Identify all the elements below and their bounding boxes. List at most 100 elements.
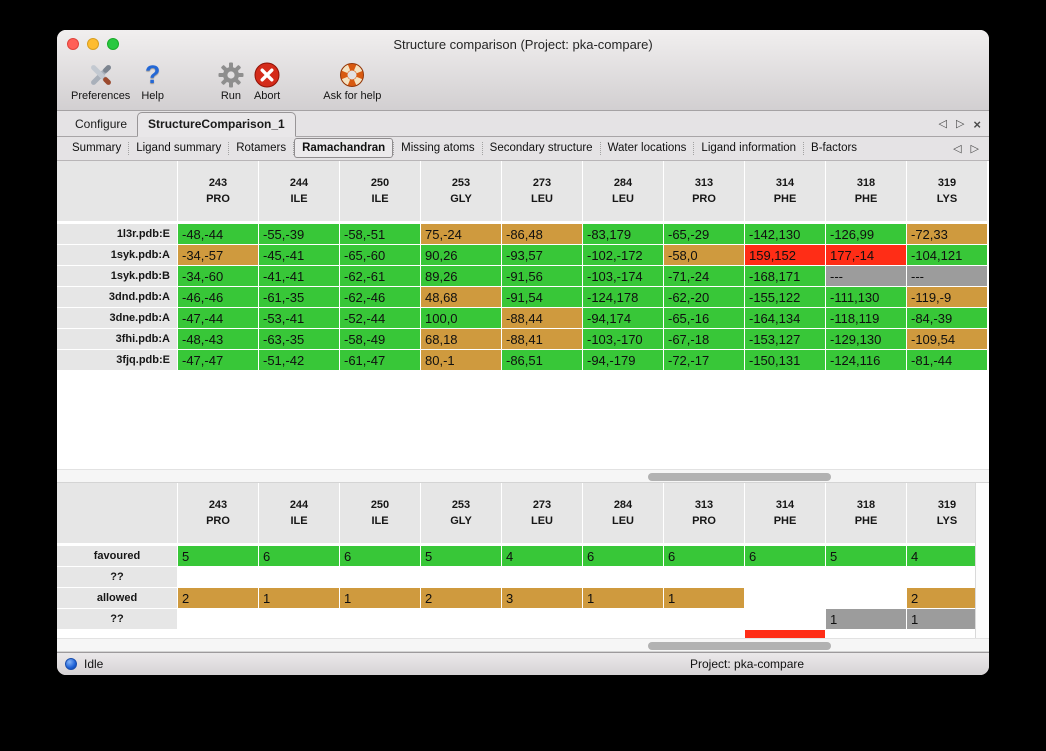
- table-cell[interactable]: -52,-44: [340, 308, 420, 329]
- table-cell[interactable]: [178, 567, 258, 588]
- table-cell[interactable]: [178, 630, 258, 639]
- table-cell[interactable]: -58,-49: [340, 329, 420, 350]
- table-cell[interactable]: [664, 630, 744, 639]
- table-cell[interactable]: [583, 630, 663, 639]
- table-cell[interactable]: -93,57: [502, 245, 582, 266]
- tab-close-icon[interactable]: ×: [973, 116, 981, 132]
- row-label[interactable]: 3fjq.pdb:E: [57, 350, 177, 371]
- table-cell[interactable]: -88,41: [502, 329, 582, 350]
- table-cell[interactable]: -111,130: [826, 287, 906, 308]
- scrollbar-thumb[interactable]: [648, 642, 831, 651]
- table-cell[interactable]: [907, 630, 975, 639]
- row-label[interactable]: ??: [57, 609, 177, 630]
- table-cell[interactable]: -84,-39: [907, 308, 987, 329]
- tab-scroll-right-icon[interactable]: ▷: [955, 117, 965, 130]
- column-header[interactable]: 243 PRO: [178, 483, 258, 544]
- table-cell[interactable]: -81,-44: [907, 350, 987, 371]
- tab-scroll-left-icon[interactable]: ◁: [938, 117, 947, 130]
- table-cell[interactable]: 1: [340, 588, 420, 609]
- subtab-scroll-left-icon[interactable]: ◁: [953, 142, 962, 155]
- row-label[interactable]: allowed: [57, 588, 177, 609]
- zoom-window-button[interactable]: [107, 38, 119, 50]
- table-cell[interactable]: 80,-1: [421, 350, 501, 371]
- table-cell[interactable]: -150,131: [745, 350, 825, 371]
- column-header[interactable]: 273 LEU: [502, 161, 582, 222]
- table-cell[interactable]: -47,-47: [178, 350, 258, 371]
- table-cell[interactable]: [340, 630, 420, 639]
- table-cell[interactable]: 90,26: [421, 245, 501, 266]
- subtab-ramachandran[interactable]: Ramachandran: [294, 138, 394, 159]
- table-cell[interactable]: [340, 567, 420, 588]
- table-cell[interactable]: [745, 588, 825, 609]
- table-cell[interactable]: -83,179: [583, 224, 663, 245]
- row-label[interactable]: 3fhi.pdb:A: [57, 329, 177, 350]
- table-cell[interactable]: -67,-18: [664, 329, 744, 350]
- table-cell[interactable]: -58,-51: [340, 224, 420, 245]
- table-cell[interactable]: 1: [826, 609, 906, 630]
- column-header[interactable]: 250 ILE: [340, 161, 420, 222]
- table-cell[interactable]: -103,-174: [583, 266, 663, 287]
- table-cell[interactable]: -91,56: [502, 266, 582, 287]
- row-label[interactable]: 1syk.pdb:A: [57, 245, 177, 266]
- table-cell[interactable]: 75,-24: [421, 224, 501, 245]
- subtab-ligand-information[interactable]: Ligand information: [701, 142, 797, 155]
- table-cell[interactable]: -65,-16: [664, 308, 744, 329]
- column-header[interactable]: 319 LYS: [907, 483, 975, 544]
- table-cell[interactable]: -45,-41: [259, 245, 339, 266]
- table-cell[interactable]: -48,-43: [178, 329, 258, 350]
- table-cell[interactable]: [745, 609, 825, 630]
- table-cell[interactable]: [178, 609, 258, 630]
- table-cell[interactable]: 159,152: [745, 245, 825, 266]
- scrollbar-thumb[interactable]: [648, 473, 831, 482]
- table-cell[interactable]: -126,99: [826, 224, 906, 245]
- table-cell[interactable]: -65,-60: [340, 245, 420, 266]
- table-cell[interactable]: -86,51: [502, 350, 582, 371]
- table-cell[interactable]: -53,-41: [259, 308, 339, 329]
- table-cell[interactable]: 177,-14: [826, 245, 906, 266]
- table-cell[interactable]: [502, 567, 582, 588]
- subtab-water-locations[interactable]: Water locations: [607, 142, 687, 155]
- table-cell[interactable]: -164,134: [745, 308, 825, 329]
- table-cell[interactable]: [421, 630, 501, 639]
- table-cell[interactable]: [259, 567, 339, 588]
- table-cell[interactable]: -62,-61: [340, 266, 420, 287]
- table-cell[interactable]: 1: [664, 588, 744, 609]
- table-cell[interactable]: 5: [826, 546, 906, 567]
- table-cell[interactable]: -155,122: [745, 287, 825, 308]
- column-header[interactable]: 250 ILE: [340, 483, 420, 544]
- subtab-b-factors[interactable]: B-factors: [811, 142, 858, 155]
- horizontal-scrollbar-bottom[interactable]: [57, 638, 989, 653]
- row-label[interactable]: 3dnd.pdb:A: [57, 287, 177, 308]
- toolbar-help-button[interactable]: ? Help: [141, 59, 164, 102]
- table-cell[interactable]: [583, 609, 663, 630]
- horizontal-scrollbar-top[interactable]: [57, 469, 989, 484]
- table-cell[interactable]: [421, 609, 501, 630]
- subtab-missing-atoms[interactable]: Missing atoms: [401, 142, 475, 155]
- table-cell[interactable]: -102,-172: [583, 245, 663, 266]
- row-label[interactable]: 1syk.pdb:B: [57, 266, 177, 287]
- table-cell[interactable]: 4: [502, 546, 582, 567]
- table-cell[interactable]: -153,127: [745, 329, 825, 350]
- column-header[interactable]: 314 PHE: [745, 161, 825, 222]
- table-cell[interactable]: -51,-42: [259, 350, 339, 371]
- table-cell[interactable]: 6: [340, 546, 420, 567]
- table-cell[interactable]: [826, 588, 906, 609]
- table-cell[interactable]: -142,130: [745, 224, 825, 245]
- table-cell[interactable]: 3: [502, 588, 582, 609]
- table-cell[interactable]: -47,-44: [178, 308, 258, 329]
- table-cell[interactable]: -129,130: [826, 329, 906, 350]
- subtab-secondary-structure[interactable]: Secondary structure: [489, 142, 593, 155]
- column-header[interactable]: 244 ILE: [259, 161, 339, 222]
- table-cell[interactable]: 6: [259, 546, 339, 567]
- table-cell[interactable]: [259, 630, 339, 639]
- table-cell[interactable]: 6: [745, 546, 825, 567]
- table-cell[interactable]: 6: [583, 546, 663, 567]
- table-cell[interactable]: 6: [664, 546, 744, 567]
- table-cell[interactable]: 5: [421, 546, 501, 567]
- column-header[interactable]: 253 GLY: [421, 483, 501, 544]
- table-cell[interactable]: -104,121: [907, 245, 987, 266]
- table-cell[interactable]: [502, 630, 582, 639]
- table-cell[interactable]: [826, 630, 906, 639]
- table-cell[interactable]: -34,-57: [178, 245, 258, 266]
- table-cell[interactable]: -124,178: [583, 287, 663, 308]
